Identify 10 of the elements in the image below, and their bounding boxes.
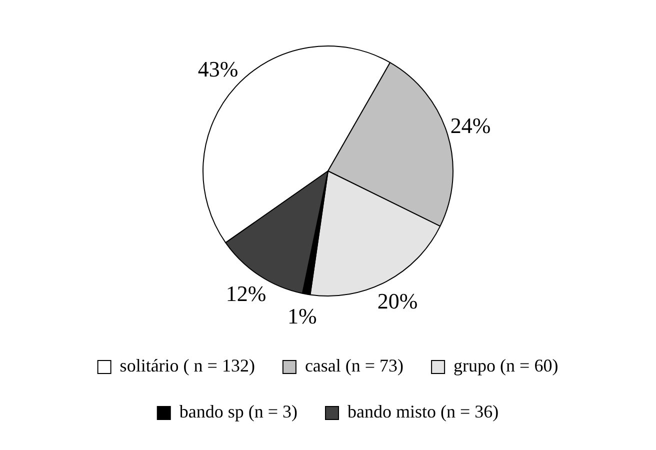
legend-label: solitário ( n = 132)	[120, 356, 255, 376]
legend-label: casal (n = 73)	[304, 356, 404, 376]
legend-label: bando sp (n = 3)	[179, 402, 298, 422]
data-label: 20%	[377, 288, 418, 314]
legend-label: grupo (n = 60)	[454, 356, 558, 376]
data-label: 24%	[450, 113, 491, 138]
data-label: 43%	[198, 56, 238, 82]
data-label: 1%	[287, 304, 317, 329]
legend-label: bando misto (n = 36)	[348, 402, 499, 422]
data-label: 12%	[226, 281, 266, 306]
